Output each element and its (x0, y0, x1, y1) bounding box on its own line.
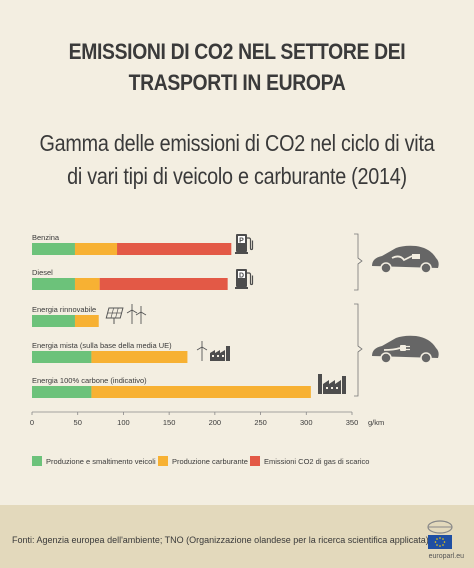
bars-group (32, 243, 311, 398)
bar-segment (32, 315, 75, 327)
legend-label: Produzione carburante (172, 457, 248, 466)
page-subtitle: Gamma delle emissioni di CO2 nel ciclo d… (33, 127, 441, 193)
fuel-pump-p-icon: P (235, 234, 254, 254)
bar-segment (91, 351, 188, 363)
european-parliament-logo (427, 520, 453, 549)
legend: Produzione e smaltimento veicoli Produzio… (32, 456, 369, 466)
bar-segment (32, 278, 75, 290)
bar-segment (91, 386, 311, 398)
legend-swatch (32, 456, 42, 466)
bar-segment (74, 243, 118, 255)
fuel-pump-d-icon: D (235, 269, 254, 289)
category-label: Energia rinnovabile (32, 305, 96, 314)
category-label: Energia mista (sulla base della media UE… (32, 341, 172, 350)
x-tick-label: 200 (209, 418, 222, 427)
x-ticks: 0 50 100 150 200 250 300 350 (30, 412, 358, 427)
x-tick-label: 50 (74, 418, 82, 427)
legend-label: Produzione e smaltimento veicoli (46, 457, 156, 466)
category-label: Energia 100% carbone (indicativo) (32, 376, 147, 385)
title-line-2: TRASPORTI IN EUROPA (128, 70, 346, 95)
x-tick-label: 0 (30, 418, 34, 427)
factory-icon (318, 374, 346, 394)
x-tick-label: 250 (254, 418, 267, 427)
subtitle-line-1: Gamma delle emissioni di CO2 nel ciclo d… (39, 130, 435, 156)
svg-text:D: D (239, 272, 244, 279)
fuel-car-icon (372, 245, 439, 274)
category-label: Benzina (32, 233, 60, 242)
source-note: Fonti: Agenzia europea dell'ambiente; TN… (12, 535, 429, 545)
bar-segment (32, 386, 92, 398)
electric-car-icon (372, 335, 439, 364)
x-tick-label: 100 (117, 418, 130, 427)
svg-text:P: P (239, 237, 244, 244)
x-tick-label: 300 (300, 418, 313, 427)
page-title: EMISSIONI DI CO2 NEL SETTORE DEI TRASPOR… (33, 36, 441, 98)
x-tick-label: 150 (163, 418, 176, 427)
legend-swatch (250, 456, 260, 466)
category-labels: Benzina Diesel Energia rinnovabile Energia … (32, 233, 172, 385)
bar-segment (117, 243, 232, 255)
bracket-fuel (354, 233, 363, 291)
x-unit-label: g/km (368, 418, 384, 427)
title-line-1: EMISSIONI DI CO2 NEL SETTORE DEI (68, 39, 406, 64)
bar-segment (99, 278, 228, 290)
subtitle-line-2: di vari tipi di veicolo e carburante (20… (67, 163, 407, 189)
legend-label: Emissioni CO2 di gas di scarico (264, 457, 369, 466)
bracket-electric (354, 303, 363, 397)
x-tick-label: 350 (346, 418, 359, 427)
bar-segment (74, 315, 99, 327)
footer: Fonti: Agenzia europea dell'ambiente; TN… (0, 505, 474, 568)
bar-segment (74, 278, 100, 290)
legend-swatch (158, 456, 168, 466)
category-label: Diesel (32, 268, 53, 277)
emissions-chart: Benzina Diesel Energia rinnovabile Energia … (30, 233, 439, 466)
wind-factory-icon (196, 341, 230, 361)
solar-wind-icon (105, 304, 147, 324)
brand-text: europarl.eu (428, 553, 464, 560)
bar-segment (32, 243, 75, 255)
bar-segment (32, 351, 92, 363)
